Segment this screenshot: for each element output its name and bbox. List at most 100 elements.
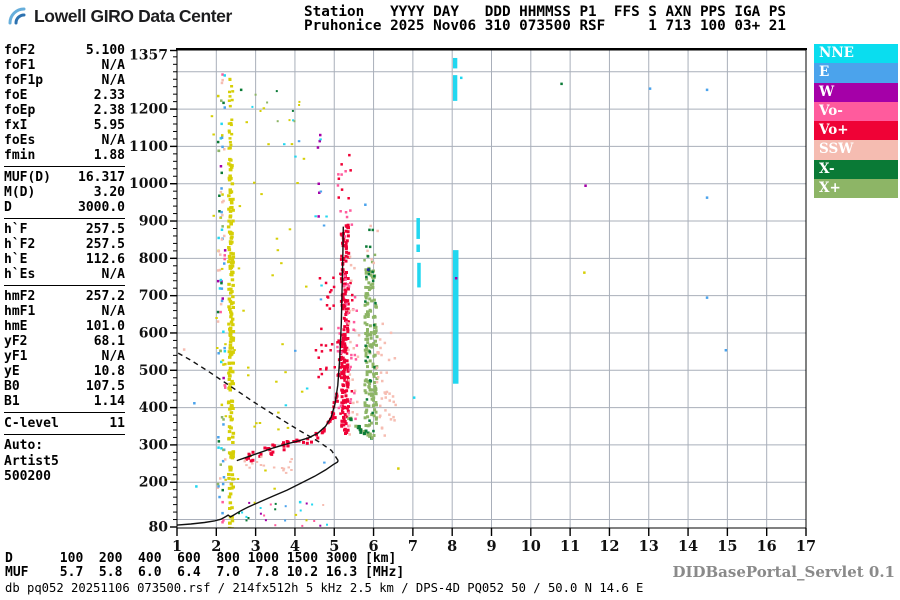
param-value: N/A [101, 304, 125, 319]
echo-bar [452, 75, 458, 101]
param-value: 16.317 [78, 170, 125, 185]
param-value: 3.20 [93, 185, 125, 200]
param-row-foF1: foF1 N/A [4, 58, 125, 73]
param-name: h`Es [4, 267, 36, 282]
echo-group-spread-column-2.1MHz [216, 73, 227, 524]
auto-scaler-line: Artist5 [4, 453, 59, 469]
echo-group-salmon-right-of-red [347, 255, 361, 436]
lowell-giro-logo: Lowell GIRO Data Center [8, 5, 232, 27]
echo-group-red-scatter-left [314, 276, 336, 389]
param-section-2: h`F 257.5 h`F2 257.5 h`E 112.6 h`Es N/A [4, 218, 125, 282]
legend-item-NNE: NNE [814, 44, 898, 64]
legend-item-E: E [814, 63, 898, 83]
param-value: N/A [101, 349, 125, 364]
param-name: foF1p [4, 73, 44, 88]
param-value: N/A [101, 133, 125, 148]
x-tick-label-9: 9 [486, 538, 496, 555]
param-name: foE [4, 88, 28, 103]
echo-group-interference-column-top [227, 77, 235, 150]
echo-group-bottom-specks [238, 501, 328, 527]
param-row-B0: B0 107.5 [4, 379, 125, 394]
echo-group-upper-left-specks [251, 90, 301, 123]
legend-item-W: W [814, 82, 898, 102]
param-row-MUF(D): MUF(D) 16.317 [4, 170, 125, 185]
echo-group-cyan-mid-specks [283, 138, 328, 464]
param-section-0: foF2 5.100 foF1 N/A foF1p N/A foE 2.33 foEp 2.38 f… [4, 43, 125, 163]
param-name: h`F [4, 222, 28, 237]
x-tick-label-12: 12 [599, 538, 619, 555]
param-row-foEs: foEs N/A [4, 133, 125, 148]
echo-bar [417, 262, 421, 288]
param-row-foF2: foF2 5.100 [4, 43, 125, 58]
param-value: 257.5 [85, 222, 125, 237]
measurement-source-line: db pq052 20251106 073500.rsf / 214fx512h… [5, 581, 644, 595]
y-tick-label-300: 300 [139, 437, 168, 453]
legend-item-X+: X+ [814, 179, 898, 199]
param-value: 68.1 [93, 334, 125, 349]
param-value: 107.5 [85, 379, 125, 394]
param-value: 112.6 [85, 252, 125, 267]
y-tick-label-700: 700 [139, 288, 168, 304]
param-row-C-level: C-level 11 [4, 416, 125, 431]
echo-bar [452, 250, 459, 384]
x-tick-label-2: 2 [211, 538, 221, 555]
param-name: foF1 [4, 58, 36, 73]
y-tick-label-500: 500 [139, 363, 168, 379]
echo-group-interference-column-bottom [226, 388, 236, 528]
param-name: B0 [4, 379, 20, 394]
echo-direction-legend: NNE E W Vo- Vo+ SSW X- X+ [814, 44, 898, 199]
param-name: yF1 [4, 349, 28, 364]
x-tick-label-13: 13 [639, 538, 659, 555]
x-tick-label-3: 3 [251, 538, 261, 555]
param-row-fmin: fmin 1.88 [4, 148, 125, 163]
curve-profile [177, 460, 339, 526]
echo-bar [452, 57, 458, 69]
param-name: hmE [4, 319, 28, 334]
y-tick-label-1100: 1100 [129, 139, 168, 155]
y-tick-label-800: 800 [139, 251, 168, 267]
y-tick-label-200: 200 [139, 475, 168, 491]
param-row-hmE: hmE 101.0 [4, 319, 125, 334]
y-tick-label-1200: 1200 [129, 102, 168, 118]
echo-group-xtrace-tail [347, 416, 374, 440]
auto-scaler-line: 500200 [4, 469, 51, 484]
param-section-3: hmF2 257.2 hmF1 N/A hmE 101.0 yF2 68.1 yF1 N/A yE 1… [4, 285, 125, 409]
param-name: MUF(D) [4, 170, 51, 185]
param-row-h`F2: h`F2 257.5 [4, 237, 125, 252]
param-row-foF1p: foF1p N/A [4, 73, 125, 88]
legend-item-Vo+: Vo+ [814, 121, 898, 141]
param-value: 2.33 [93, 88, 125, 103]
x-tick-label-10: 10 [521, 538, 541, 555]
param-value: 257.2 [85, 289, 125, 304]
param-row-h`F: h`F 257.5 [4, 222, 125, 237]
x-tick-label-8: 8 [447, 538, 457, 555]
param-row-foE: foE 2.33 [4, 88, 125, 103]
param-name: h`F2 [4, 237, 36, 252]
param-value: 5.100 [85, 43, 125, 58]
param-row-yF2: yF2 68.1 [4, 334, 125, 349]
y-tick-label-400: 400 [139, 400, 168, 416]
x-tick-label-5: 5 [329, 538, 339, 555]
param-value: N/A [101, 73, 125, 88]
param-name: yE [4, 364, 20, 379]
param-value: 5.95 [93, 118, 125, 133]
param-name: C-level [4, 416, 59, 431]
param-value: 3000.0 [78, 200, 125, 215]
echo-group-xtrace-top-specks [363, 224, 379, 265]
param-name: D [4, 200, 12, 215]
echo-bar [416, 218, 420, 239]
param-value: N/A [101, 267, 125, 282]
param-value: N/A [101, 58, 125, 73]
y-tick-label-1357: 1357 [129, 48, 168, 64]
param-name: foEs [4, 133, 36, 148]
servlet-version-label: DIDBasePortal_Servlet 0.1 [672, 563, 895, 581]
x-tick-label-11: 11 [560, 538, 580, 555]
param-name: fxI [4, 118, 28, 133]
echo-group-otrace-column-halo [336, 153, 354, 415]
param-row-B1: B1 1.14 [4, 394, 125, 409]
grid-lines [177, 50, 806, 528]
x-tick-label-14: 14 [678, 538, 698, 555]
param-row-yE: yE 10.8 [4, 364, 125, 379]
param-name: h`E [4, 252, 28, 267]
